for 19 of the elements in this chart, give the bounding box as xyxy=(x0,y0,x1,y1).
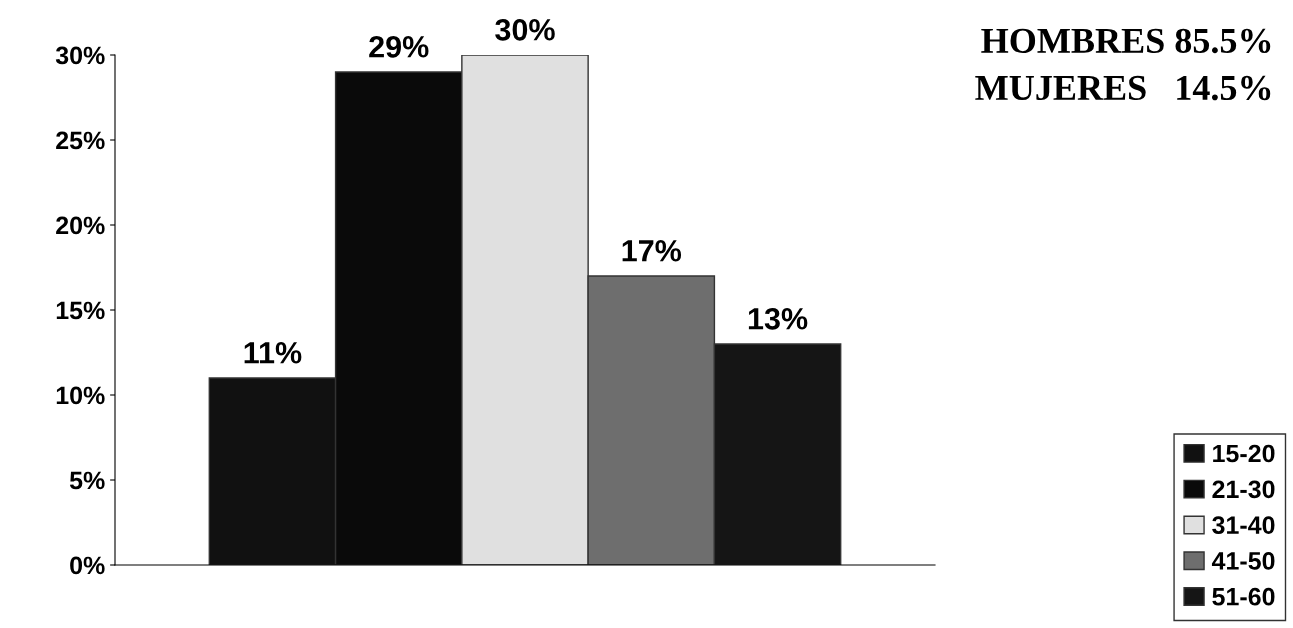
legend-label: 51-60 xyxy=(1212,587,1275,606)
text: MUJERES 14.5% xyxy=(975,75,1271,101)
data-label: 29% xyxy=(369,35,429,58)
y-tick-label: 5% xyxy=(69,471,105,490)
data-label: 13% xyxy=(748,307,808,330)
legend-label: 21-30 xyxy=(1212,480,1275,499)
y-tick-label: 15% xyxy=(56,301,105,320)
legend-label: 41-50 xyxy=(1211,552,1275,570)
data-label: 17% xyxy=(622,240,682,262)
y-tick-label: 10% xyxy=(56,386,105,405)
legend-label: 15-20 xyxy=(1213,444,1275,463)
y-tick-label: 25% xyxy=(56,131,105,150)
data-label: 30% xyxy=(495,18,555,41)
legend-label: 31-40 xyxy=(1212,516,1275,534)
text: HOMBRES 85.5% xyxy=(981,28,1271,54)
y-tick-label: 0% xyxy=(70,556,105,575)
y-tick-label: 30% xyxy=(55,46,105,65)
data-label: 11% xyxy=(244,342,302,364)
y-tick-label: 20% xyxy=(56,216,105,235)
